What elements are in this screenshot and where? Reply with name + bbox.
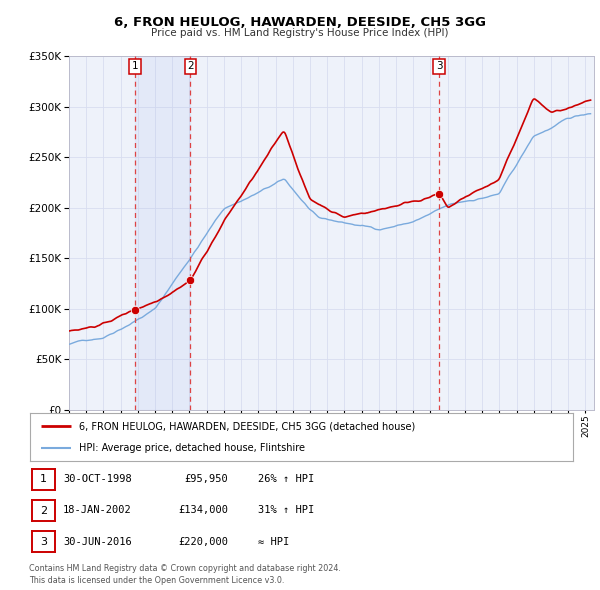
Text: 3: 3 — [436, 61, 442, 71]
Text: 3: 3 — [40, 537, 47, 547]
Bar — [135, 56, 190, 410]
Text: 18-JAN-2002: 18-JAN-2002 — [63, 506, 132, 516]
Text: Price paid vs. HM Land Registry's House Price Index (HPI): Price paid vs. HM Land Registry's House … — [151, 28, 449, 38]
Text: 2: 2 — [40, 506, 47, 516]
Text: 6, FRON HEULOG, HAWARDEN, DEESIDE, CH5 3GG: 6, FRON HEULOG, HAWARDEN, DEESIDE, CH5 3… — [114, 16, 486, 29]
Text: 30-OCT-1998: 30-OCT-1998 — [63, 474, 132, 484]
Text: 2: 2 — [187, 61, 193, 71]
Text: This data is licensed under the Open Government Licence v3.0.: This data is licensed under the Open Gov… — [29, 576, 284, 585]
Text: Contains HM Land Registry data © Crown copyright and database right 2024.: Contains HM Land Registry data © Crown c… — [29, 565, 341, 573]
Text: £220,000: £220,000 — [178, 537, 228, 547]
Text: 1: 1 — [131, 61, 138, 71]
Text: 6, FRON HEULOG, HAWARDEN, DEESIDE, CH5 3GG (detached house): 6, FRON HEULOG, HAWARDEN, DEESIDE, CH5 3… — [79, 421, 415, 431]
Text: £134,000: £134,000 — [178, 506, 228, 516]
Text: ≈ HPI: ≈ HPI — [258, 537, 289, 547]
Text: 31% ↑ HPI: 31% ↑ HPI — [258, 506, 314, 516]
Text: 30-JUN-2016: 30-JUN-2016 — [63, 537, 132, 547]
Text: £95,950: £95,950 — [184, 474, 228, 484]
Text: HPI: Average price, detached house, Flintshire: HPI: Average price, detached house, Flin… — [79, 443, 305, 453]
Text: 1: 1 — [40, 474, 47, 484]
Text: 26% ↑ HPI: 26% ↑ HPI — [258, 474, 314, 484]
